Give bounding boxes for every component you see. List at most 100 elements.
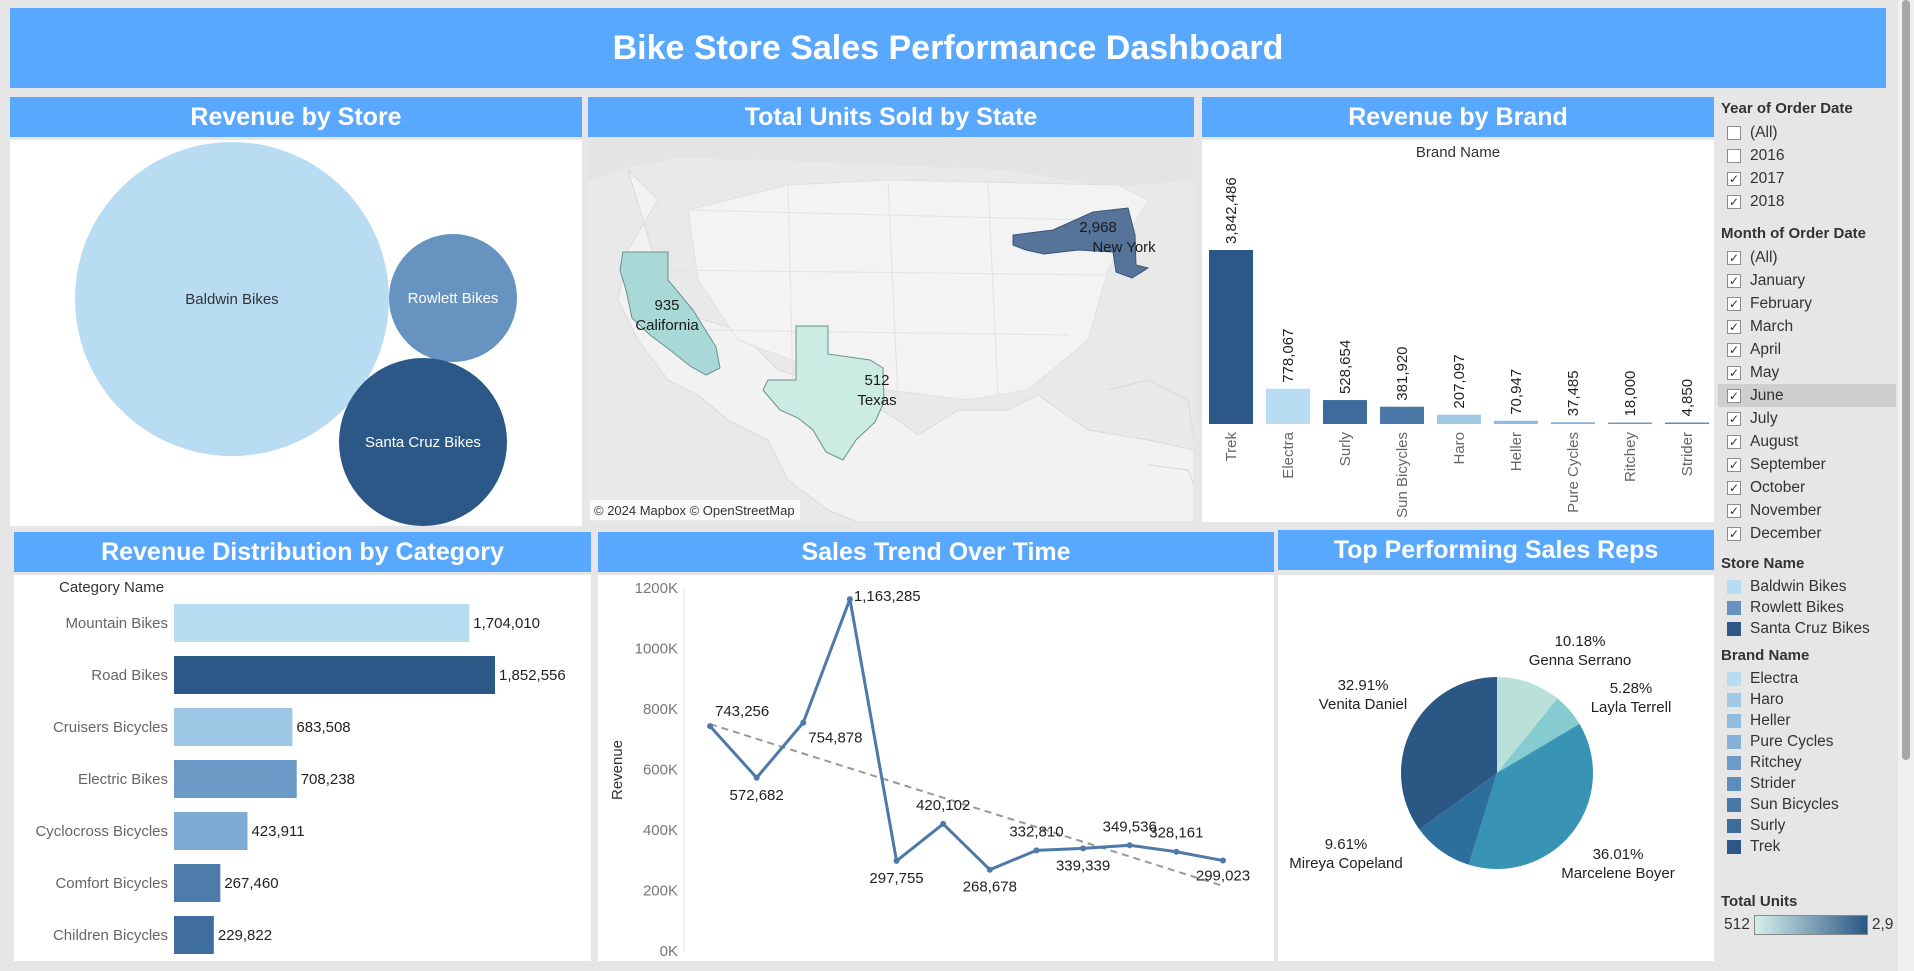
category-panel: Category Name Mountain Bikes 1,704,010 Road…: [14, 575, 591, 961]
legend-item[interactable]: Trek: [1718, 836, 1896, 857]
filter-checkbox[interactable]: ✓: [1727, 503, 1741, 518]
category-tick-label: Cyclocross Bicycles: [35, 823, 168, 840]
filter-option[interactable]: ✓ April: [1718, 338, 1896, 361]
filter-option[interactable]: 2016: [1718, 144, 1896, 167]
legend-swatch: [1727, 600, 1741, 615]
filter-option[interactable]: (All): [1718, 121, 1896, 144]
trend-series-line: [708, 597, 1224, 872]
units-by-state-map[interactable]: 935 California 512 Texas 2,968 New York …: [588, 140, 1194, 522]
revenue-by-category-chart: Category Name Mountain Bikes 1,704,010 Road…: [35, 579, 566, 954]
panel-title-store: Revenue by Store: [10, 97, 582, 137]
state-california[interactable]: [619, 251, 721, 376]
legend-item[interactable]: Ritchey: [1718, 752, 1896, 773]
trend-data-label: 743,256: [715, 703, 769, 720]
filter-option[interactable]: ✓ July: [1718, 407, 1896, 430]
pie-name-label: Layla Terrell: [1591, 699, 1672, 716]
filter-option-label: May: [1750, 363, 1780, 381]
filter-checkbox[interactable]: [1727, 125, 1741, 140]
filter-option-label: November: [1750, 501, 1822, 519]
legend-item[interactable]: Heller: [1718, 710, 1896, 731]
category-tick-label: Road Bikes: [91, 667, 168, 684]
category-data-label: 423,911: [251, 823, 304, 840]
legend-item[interactable]: Surly: [1718, 815, 1896, 836]
brand-axis-header: Brand Name: [1416, 144, 1500, 161]
trend-y-tick-label: 200K: [643, 883, 678, 900]
legend-item[interactable]: Sun Bicycles: [1718, 794, 1896, 815]
store-legend: Baldwin Bikes Rowlett Bikes Santa Cruz Bik…: [1718, 576, 1896, 639]
filter-checkbox[interactable]: ✓: [1727, 388, 1741, 403]
filter-option[interactable]: ✓ August: [1718, 430, 1896, 453]
trend-point: [846, 596, 853, 603]
category-tick-label: Electric Bikes: [78, 771, 168, 788]
legend-item[interactable]: Rowlett Bikes: [1718, 597, 1896, 618]
brand-bar: [1380, 406, 1424, 424]
filter-checkbox[interactable]: ✓: [1727, 194, 1741, 209]
filter-option-label: September: [1750, 455, 1826, 473]
trend-point: [1220, 857, 1226, 864]
legend-item-label: Rowlett Bikes: [1750, 598, 1844, 616]
brand-legend: Electra Haro Heller Pure Cycles Ritchey Strid…: [1718, 668, 1896, 857]
legend-swatch: [1727, 776, 1741, 791]
scrollbar-track[interactable]: [1898, 0, 1914, 971]
filter-option[interactable]: ✓ December: [1718, 522, 1896, 545]
filter-checkbox[interactable]: ✓: [1727, 434, 1741, 449]
brand-legend-header: Brand Name: [1721, 647, 1810, 664]
legend-item[interactable]: Pure Cycles: [1718, 731, 1896, 752]
filter-checkbox[interactable]: ✓: [1727, 171, 1741, 186]
legend-item[interactable]: Strider: [1718, 773, 1896, 794]
legend-swatch: [1727, 692, 1741, 707]
legend-item[interactable]: Haro: [1718, 689, 1896, 710]
filter-option[interactable]: ✓ November: [1718, 499, 1896, 522]
filter-option[interactable]: ✓ (All): [1718, 246, 1896, 269]
state-new-york[interactable]: [1012, 207, 1150, 279]
filter-checkbox[interactable]: ✓: [1727, 411, 1741, 426]
filter-checkbox[interactable]: ✓: [1727, 480, 1741, 495]
scrollbar-thumb[interactable]: [1902, 0, 1910, 760]
category-bar: [174, 604, 470, 642]
legend-swatch: [1727, 818, 1741, 833]
legend-item[interactable]: Santa Cruz Bikes: [1718, 618, 1896, 639]
map-panel[interactable]: 935 California 512 Texas 2,968 New York …: [588, 140, 1194, 522]
filter-checkbox[interactable]: ✓: [1727, 526, 1741, 541]
map-attribution[interactable]: © 2024 Mapbox © OpenStreetMap: [594, 503, 795, 518]
filter-checkbox[interactable]: ✓: [1727, 365, 1741, 380]
filter-option[interactable]: ✓ September: [1718, 453, 1896, 476]
legend-item[interactable]: Electra: [1718, 668, 1896, 689]
filter-checkbox[interactable]: ✓: [1727, 457, 1741, 472]
brand-bar: [1437, 414, 1481, 424]
filter-checkbox[interactable]: ✓: [1727, 296, 1741, 311]
filter-checkbox[interactable]: [1727, 148, 1741, 163]
trend-point: [986, 866, 993, 873]
legend-item[interactable]: Baldwin Bikes: [1718, 576, 1896, 597]
filter-option[interactable]: ✓ May: [1718, 361, 1896, 384]
trend-line-dashed: [709, 723, 1224, 887]
brand-data-label: 381,920: [1394, 346, 1411, 400]
filter-option[interactable]: ✓ 2017: [1718, 167, 1896, 190]
filter-checkbox[interactable]: ✓: [1727, 273, 1741, 288]
store-bubble-label: Rowlett Bikes: [408, 290, 499, 307]
filter-option[interactable]: ✓ January: [1718, 269, 1896, 292]
state-texas[interactable]: [762, 325, 885, 461]
state-value-texas: 512: [864, 372, 889, 389]
store-bubble-label: Baldwin Bikes: [185, 291, 278, 308]
filter-option[interactable]: ✓ June: [1718, 384, 1896, 407]
filter-option[interactable]: ✓ March: [1718, 315, 1896, 338]
trend-point: [1080, 845, 1087, 852]
filter-checkbox[interactable]: ✓: [1727, 319, 1741, 334]
legend-swatch: [1727, 839, 1741, 854]
pie-name-label: Marcelene Boyer: [1561, 865, 1674, 882]
category-axis-header: Category Name: [59, 579, 164, 596]
filter-option[interactable]: ✓ 2018: [1718, 190, 1896, 213]
store-panel: Baldwin Bikes Rowlett Bikes Santa Cruz Bik…: [10, 140, 582, 526]
filter-option[interactable]: ✓ October: [1718, 476, 1896, 499]
legend-swatch: [1727, 621, 1741, 636]
filter-option[interactable]: ✓ February: [1718, 292, 1896, 315]
filter-checkbox[interactable]: ✓: [1727, 250, 1741, 265]
trend-data-label: 268,678: [963, 879, 1017, 896]
legend-swatch: [1727, 579, 1741, 594]
trend-panel: 0K 200K 400K 600K 800K 1000K 1200K Revenue 743,2…: [598, 575, 1274, 961]
trend-point: [940, 820, 947, 827]
category-tick-label: Cruisers Bicycles: [53, 719, 168, 736]
filter-checkbox[interactable]: ✓: [1727, 342, 1741, 357]
trend-data-label: 754,878: [808, 730, 862, 747]
